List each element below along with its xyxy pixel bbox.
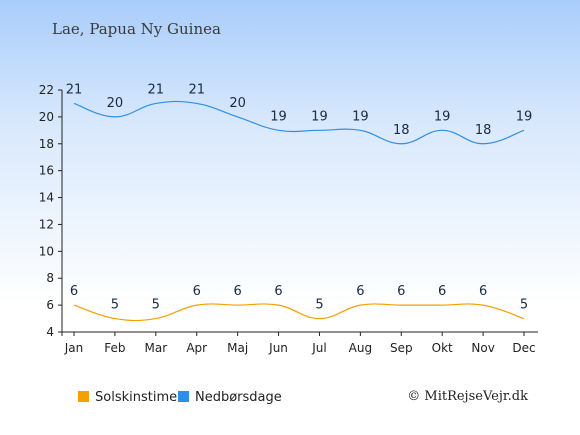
y-tick-label: 22 [39,83,54,97]
data-label-sunshine: 5 [520,298,528,313]
data-label-rain: 20 [229,96,246,111]
y-tick-label: 10 [39,244,54,258]
data-label-rain: 21 [66,82,83,97]
data-labels: 6 5 5 6 6 6 5 6 6 6 6 5 21 20 21 21 20 19 19 19 18 19 18 19 [66,82,533,312]
legend-swatch-sunshine [78,391,89,402]
legend-label-rain: Nedbørsdage [195,390,282,405]
x-tick-label: Aug [349,341,372,355]
credit-text: © MitRejseVejr.dk [407,389,528,404]
legend-label-sunshine: Solskinstimer [95,390,183,405]
x-tick-label: Nov [471,341,494,355]
chart-title: Lae, Papua Ny Guinea [52,20,221,38]
y-tick-label: 12 [39,217,54,231]
x-tick-label: Jan [64,341,84,355]
x-tick-label: Mar [144,341,167,355]
axes: 4 6 8 10 12 14 16 18 20 22 Jan Feb Mar Apr Maj Jun Jul Au… [39,83,538,355]
data-label-sunshine: 6 [274,284,282,299]
legend-swatch-rain [178,391,189,402]
x-tick-label: Sep [390,341,413,355]
data-label-sunshine: 6 [193,284,201,299]
data-label-rain: 19 [270,109,287,124]
x-tick-label: Okt [432,341,453,355]
data-label-rain: 21 [148,82,165,97]
data-label-sunshine: 6 [479,284,487,299]
x-tick-label: Jul [311,341,326,355]
y-tick-label: 6 [46,298,54,312]
y-tick-label: 18 [39,137,54,151]
y-tick-label: 4 [46,325,54,339]
data-label-rain: 19 [434,109,451,124]
data-label-rain: 19 [311,109,328,124]
x-tick-label: Jun [268,341,288,355]
data-label-rain: 20 [107,96,124,111]
x-tick-label: Dec [512,341,535,355]
data-label-rain: 19 [516,109,533,124]
y-tick-label: 14 [39,191,54,205]
data-label-sunshine: 6 [356,284,364,299]
data-label-sunshine: 6 [70,284,78,299]
data-label-sunshine: 5 [315,298,323,313]
data-label-rain: 21 [188,82,205,97]
series-line-rain [73,100,525,145]
data-label-rain: 19 [352,109,369,124]
data-label-sunshine: 5 [111,298,119,313]
x-tick-label: Feb [104,341,125,355]
data-label-sunshine: 6 [397,284,405,299]
series-line-sunshine [73,303,525,322]
data-label-sunshine: 6 [438,284,446,299]
data-label-sunshine: 5 [152,298,160,313]
data-label-rain: 18 [475,123,492,138]
legend-item-sunshine: Solskinstimer [78,390,182,405]
series-layer [73,100,525,322]
x-tick-label: Apr [186,341,207,355]
y-tick-label: 20 [39,110,54,124]
x-tick-label: Maj [227,341,248,355]
y-tick-label: 16 [39,164,54,178]
data-label-sunshine: 6 [233,284,241,299]
y-tick-label: 8 [46,271,54,285]
data-label-rain: 18 [393,123,410,138]
legend-item-rain: Nedbørsdage [178,390,282,405]
